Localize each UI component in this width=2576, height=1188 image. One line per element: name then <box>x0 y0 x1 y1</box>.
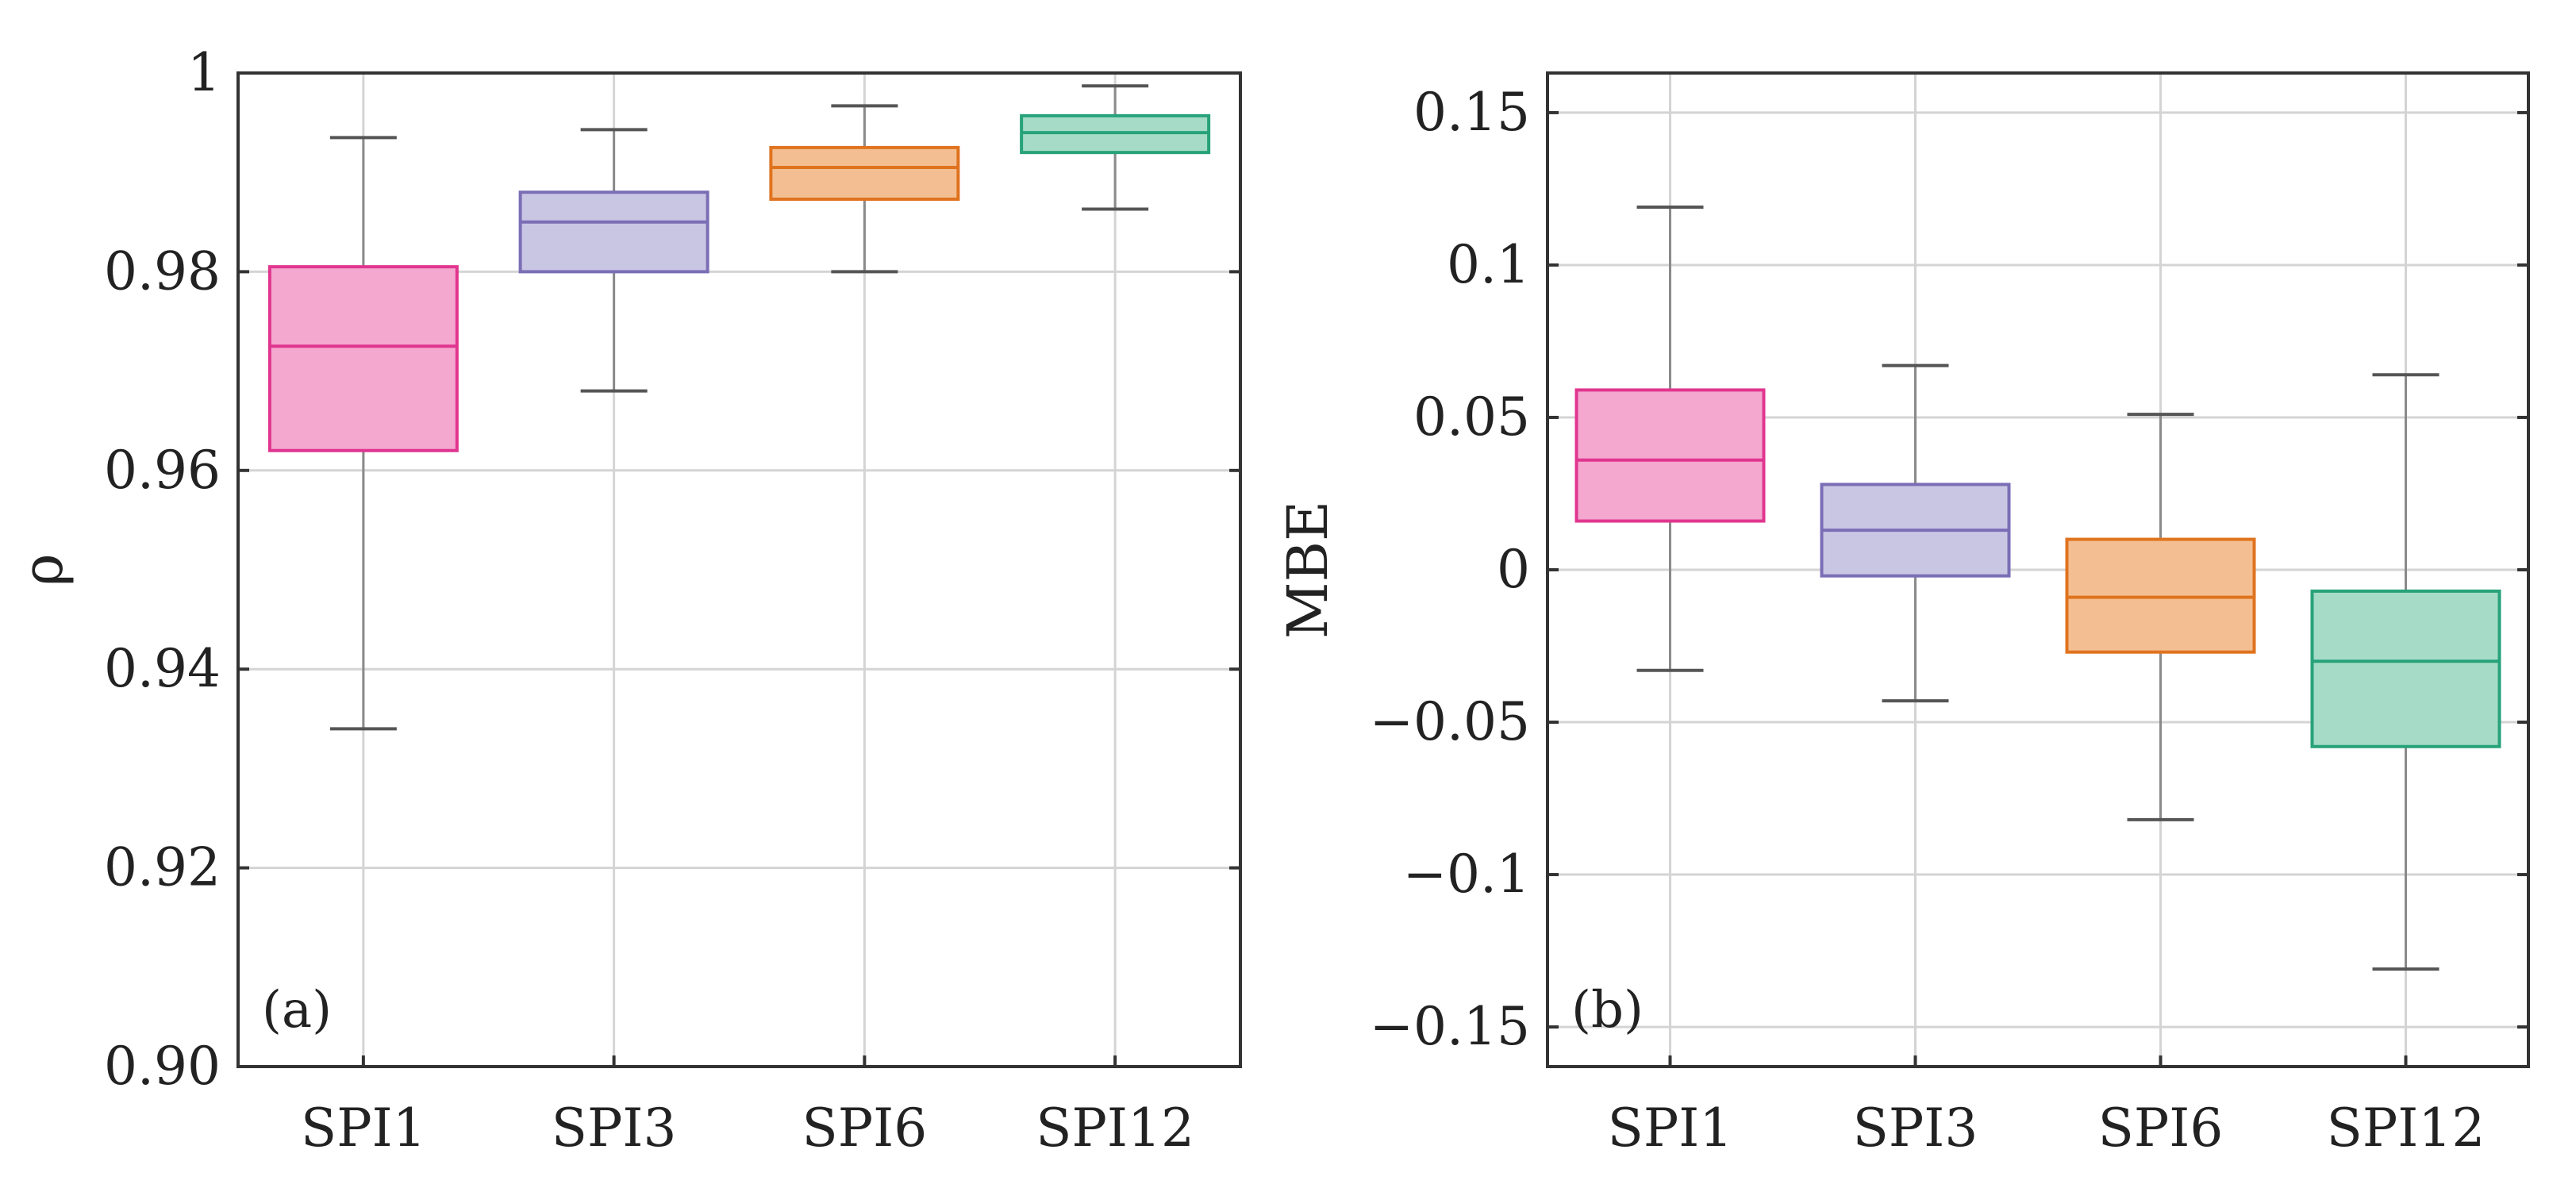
y-axis-label: ρ <box>10 553 75 586</box>
y-tick-label: −0.05 <box>1370 691 1530 752</box>
box-spi6 <box>769 145 960 202</box>
box-spi1 <box>267 265 459 452</box>
box-spi3 <box>518 190 709 274</box>
panel-label: (a) <box>262 981 332 1040</box>
chart-panel-a: 0.90 0.92 0.94 0.96 0.98 1 SPI1 SPI3 SPI6 SPI12 ρ (… <box>10 42 1242 1159</box>
plot-frame <box>1546 71 2530 1068</box>
y-tick-label: −0.15 <box>1370 996 1530 1057</box>
panel-label: (b) <box>1571 981 1644 1040</box>
box-spi12 <box>2310 589 2501 748</box>
y-tick-label: 0.96 <box>104 440 221 501</box>
y-tick-label: 0 <box>1497 539 1530 600</box>
x-tick-label-spi3: SPI3 <box>1853 1098 1978 1159</box>
y-tick-label: 0.92 <box>104 837 221 898</box>
y-tick-label: 0.98 <box>104 240 221 302</box>
x-tick-label-spi6: SPI6 <box>802 1098 928 1159</box>
x-tick-label-spi1: SPI1 <box>1608 1098 1733 1159</box>
y-axis-label: MBE <box>1275 501 1340 639</box>
x-tick-label-spi3: SPI3 <box>552 1098 677 1159</box>
y-tick-label: 1 <box>187 42 221 103</box>
y-tick-label: 0.15 <box>1413 82 1530 143</box>
x-tick-label-spi6: SPI6 <box>2098 1098 2224 1159</box>
y-tick-label: 0.90 <box>104 1036 221 1097</box>
x-tick-label-spi12: SPI12 <box>1036 1098 1194 1159</box>
y-tick-label: −0.1 <box>1403 844 1530 905</box>
box-spi1 <box>1574 388 1766 523</box>
chart-panel-b: 0.15 0.1 0.05 0 −0.05 −0.1 −0.15 SPI1 SPI3 SPI6 SP… <box>1275 71 2530 1159</box>
y-tick-label: 0.05 <box>1413 386 1530 448</box>
x-tick-label-spi1: SPI1 <box>301 1098 426 1159</box>
y-tick-label: 0.94 <box>104 638 221 699</box>
x-tick-label-spi12: SPI12 <box>2327 1098 2486 1159</box>
y-tick-label: 0.1 <box>1447 234 1530 295</box>
plot-frame <box>236 71 1242 1068</box>
